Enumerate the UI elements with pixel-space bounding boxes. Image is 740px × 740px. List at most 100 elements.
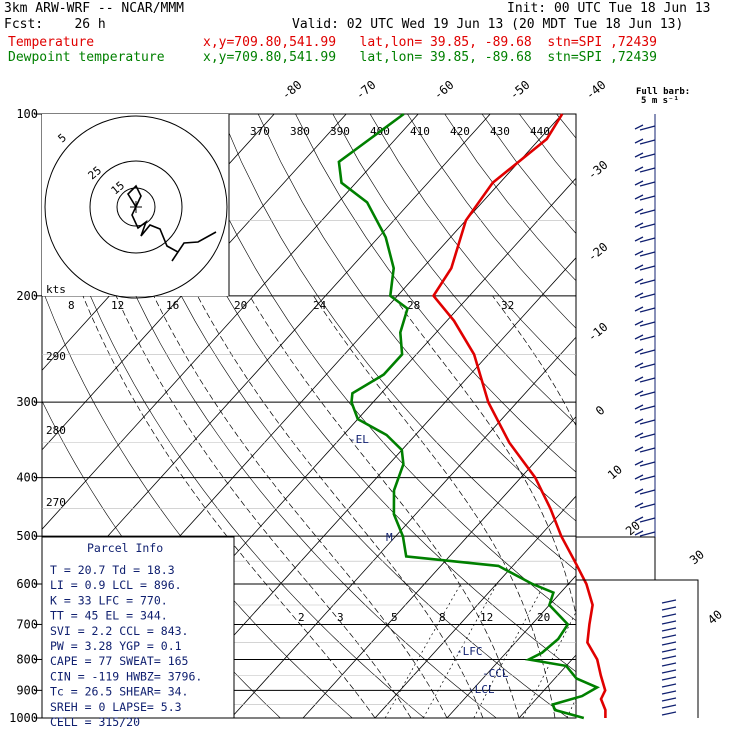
- wind-barb: [661, 690, 677, 695]
- wind-barb: [634, 516, 656, 523]
- mixing-ratio-label: 28: [407, 299, 420, 312]
- mixing-ratio-label: 3: [337, 611, 344, 624]
- theta-label: 410: [410, 125, 430, 138]
- wind-barb: [661, 620, 677, 625]
- wind-barb: [661, 606, 677, 611]
- top-temperature-label: -60: [431, 78, 457, 103]
- top-temperature-label: -70: [353, 78, 379, 103]
- top-temperature-label: -80: [279, 78, 305, 103]
- wind-barb: [661, 627, 677, 632]
- pressure-label: 1000: [9, 711, 38, 725]
- temperature-station-info: x,y=709.80,541.99 lat,lon= 39.85, -89.68…: [203, 35, 657, 50]
- wind-barb: [634, 432, 656, 439]
- mixing-ratio-label: 2: [298, 611, 305, 624]
- wind-barb: [661, 599, 677, 604]
- pressure-label: 800: [16, 652, 38, 666]
- wind-barb: [661, 704, 677, 709]
- wind-barb: [661, 655, 677, 660]
- mixing-ratio-label: 12: [480, 611, 493, 624]
- wind-barb: [634, 474, 656, 481]
- theta-label: 270: [46, 496, 66, 509]
- moist-adiabat: [607, 296, 668, 718]
- isotherm-line: [42, 114, 347, 451]
- dry-adiabat: [706, 114, 740, 718]
- dry-adiabat: [631, 114, 740, 718]
- dry-adiabat: [257, 114, 576, 522]
- hodograph-speed-label: 8: [68, 299, 75, 312]
- wind-barb: [661, 676, 677, 681]
- dry-adiabat: [295, 114, 576, 473]
- parcel-info-row: K = 33 LFC = 770.: [50, 593, 168, 607]
- pressure-label: 900: [16, 683, 38, 697]
- barb-legend: Full barb:: [636, 87, 690, 97]
- pressure-label: 500: [16, 529, 38, 543]
- wind-barb: [634, 418, 656, 425]
- right-temperature-label: 10: [605, 462, 625, 482]
- wind-barb: [634, 320, 656, 327]
- top-temperature-labels: -80 -70 -60 -50 -40: [279, 78, 609, 103]
- parcel-info-row: SVI = 2.2 CCL = 843.: [50, 624, 188, 638]
- right-temperature-label: -20: [585, 240, 611, 265]
- parcel-info-row: Tc = 26.5 SHEAR= 34.: [50, 685, 188, 699]
- theta-label: 440: [530, 125, 550, 138]
- mixing-ratio-label: 8: [439, 611, 446, 624]
- wind-barb: [634, 222, 656, 229]
- parcel-info-title: Parcel Info: [87, 541, 163, 555]
- wind-barb: [661, 669, 677, 674]
- lfc-marker: -LFC: [456, 645, 483, 658]
- parcel-info-row: TT = 45 EL = 344.: [50, 609, 168, 623]
- temperature-profile: [431, 113, 607, 718]
- wind-barb: [661, 613, 677, 618]
- right-temperature-label: -30: [585, 158, 611, 183]
- right-temperature-label: 0: [593, 403, 608, 418]
- pressure-label: 400: [16, 471, 38, 485]
- isotherm-line: [42, 114, 491, 610]
- dewpoint-legend: Dewpoint temperature: [8, 50, 165, 65]
- hodograph-speed-label: 12: [111, 299, 124, 312]
- wind-barb: [661, 697, 677, 702]
- mixing-ratio-label: 32: [501, 299, 514, 312]
- wind-barb: [634, 292, 656, 299]
- isotherm-line: [663, 114, 740, 718]
- mixing-ratio-label: 20: [537, 611, 550, 624]
- wind-barb: [661, 634, 677, 639]
- wind-barb: [634, 138, 656, 145]
- theta-label: 290: [46, 350, 66, 363]
- pressure-label: 300: [16, 395, 38, 409]
- wind-barb: [634, 152, 656, 159]
- wind-barb: [634, 502, 656, 509]
- hodograph-speed-label: 20: [234, 299, 247, 312]
- wind-barb: [634, 530, 656, 537]
- dry-adiabat: [332, 114, 576, 425]
- wind-barb: [634, 194, 656, 201]
- mixing-ratio-label: 5: [391, 611, 398, 624]
- top-temperature-label: -40: [583, 78, 609, 103]
- wind-barb: [634, 376, 656, 383]
- wind-barb: [634, 362, 656, 369]
- wind-barb: [661, 662, 677, 667]
- isotherm-line: [591, 114, 740, 718]
- temperature-legend: Temperature: [8, 35, 95, 50]
- forecast-hour: Fcst: 26 h: [4, 17, 106, 32]
- wind-barb: [634, 306, 656, 313]
- el-marker: -EL: [349, 433, 369, 446]
- theta-label: 390: [330, 125, 350, 138]
- isotherm-line: [230, 336, 576, 718]
- parcel-info-row: CIN = -119 HWBZ= 3796.: [50, 669, 202, 683]
- moist-adiabat: [699, 296, 725, 718]
- valid-time: Valid: 02 UTC Wed 19 Jun 13 (20 MDT Tue …: [292, 17, 684, 32]
- wind-barb: [634, 334, 656, 341]
- wind-barb: [661, 641, 677, 646]
- m-marker: M: [386, 531, 393, 544]
- right-temperature-label: -10: [585, 320, 611, 345]
- isotherm-line: [735, 114, 740, 718]
- dry-adiabat: [669, 114, 740, 718]
- wind-barb: [634, 404, 656, 411]
- hodograph-speed-label: 16: [166, 299, 179, 312]
- hodograph-ring: [44, 115, 228, 299]
- wind-barb: [661, 711, 677, 716]
- wind-barb: [634, 446, 656, 453]
- wind-barb: [634, 390, 656, 397]
